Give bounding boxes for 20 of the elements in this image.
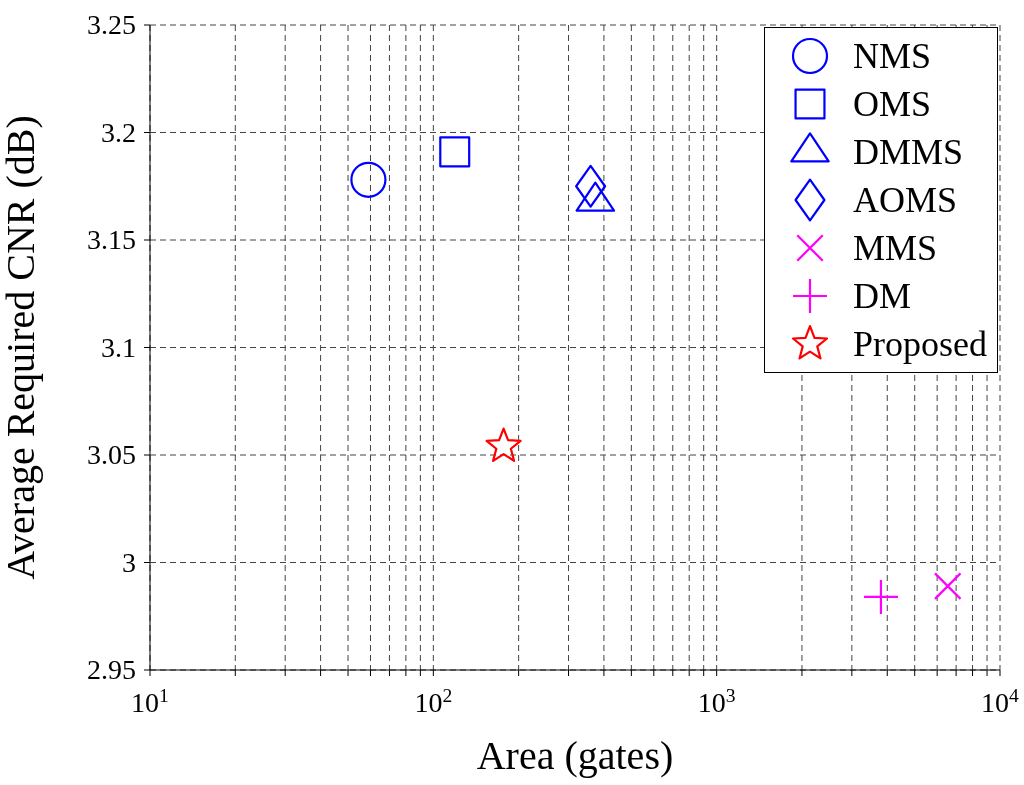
y-tick-label: 3.05 — [87, 439, 136, 470]
legend-label: NMS — [853, 35, 932, 77]
x-tick-label: 10$^{2}$ — [414, 684, 453, 718]
legend-label: OMS — [853, 83, 932, 125]
legend-label: DMMS — [853, 131, 964, 173]
y-tick-label: 3.1 — [101, 331, 136, 363]
legend-label: Proposed — [853, 323, 987, 365]
x-tick-label: 10$^{4}$ — [981, 684, 1020, 718]
y-tick-label: 3.25 — [87, 9, 136, 40]
y-tick-label: 3.2 — [101, 116, 136, 148]
x-axis-title: Area (gates) — [476, 733, 674, 778]
legend-label: DM — [853, 275, 912, 317]
y-tick-label: 2.95 — [87, 654, 136, 685]
x-tick-label: 10$^{3}$ — [697, 684, 736, 718]
y-axis-title: Average Required CNR (dB) — [0, 115, 44, 580]
x-tick-label: 10$^{1}$ — [131, 684, 169, 718]
y-tick-label: 3 — [122, 546, 136, 578]
legend-label: MMS — [853, 227, 938, 269]
legend-label: AOMS — [853, 179, 958, 221]
y-tick-label: 3.15 — [87, 224, 136, 255]
